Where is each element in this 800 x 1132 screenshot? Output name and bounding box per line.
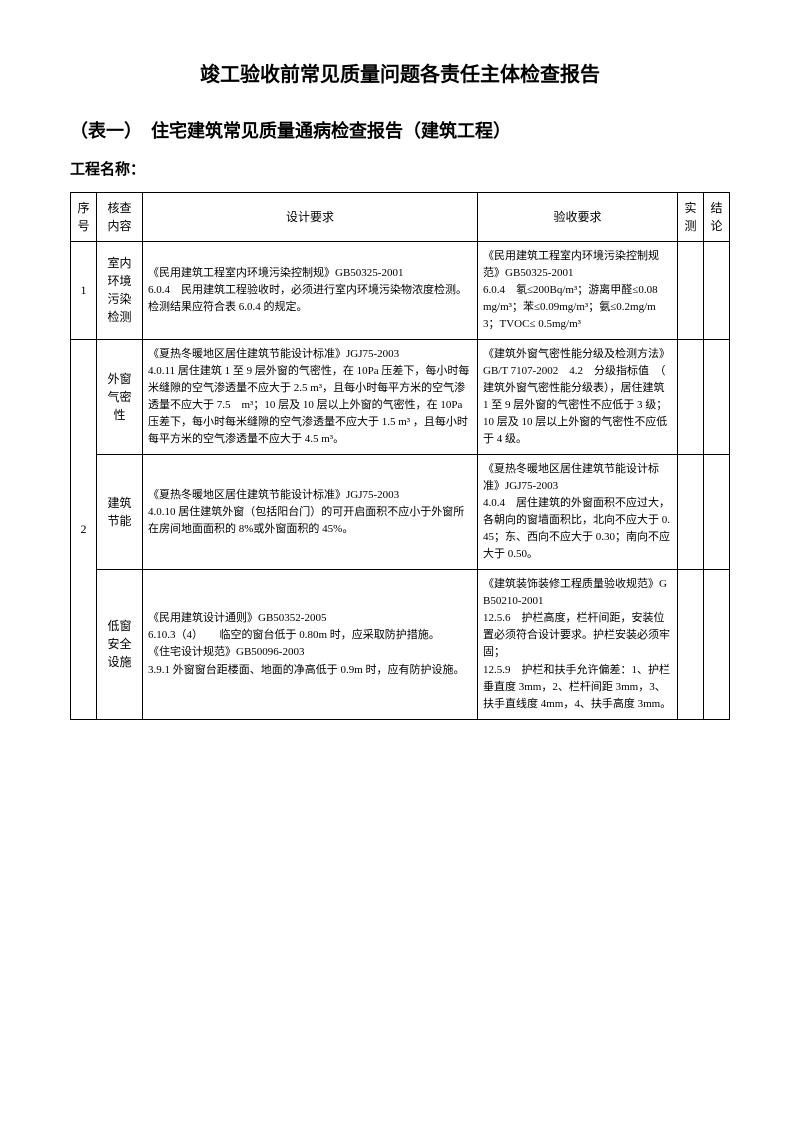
- header-measure: 实测: [678, 192, 704, 241]
- header-seq: 序号: [71, 192, 97, 241]
- cell-conclusion: [704, 455, 730, 570]
- inspection-table: 序号 核查内容 设计要求 验收要求 实测 结论 1 室内环境污染检测 《民用建筑…: [70, 192, 730, 720]
- table-row: 低窗安全设施 《民用建筑设计通则》GB50352-20056.10.3（4） 临…: [71, 570, 730, 719]
- cell-design: 《民用建筑工程室内环境污染控制规》GB50325-20016.0.4 民用建筑工…: [143, 241, 478, 339]
- cell-accept: 《夏热冬暖地区居住建筑节能设计标准》JGJ75-20034.0.4 居住建筑的外…: [478, 455, 678, 570]
- sub-title: （表一） 住宅建筑常见质量通病检查报告（建筑工程）: [70, 118, 730, 145]
- cell-conclusion: [704, 241, 730, 339]
- cell-design: 《夏热冬暖地区居住建筑节能设计标准》JGJ75-20034.0.10 居住建筑外…: [143, 455, 478, 570]
- cell-item: 建筑节能: [97, 455, 143, 570]
- header-design: 设计要求: [143, 192, 478, 241]
- cell-accept: 《建筑装饰装修工程质量验收规范》GB50210-200112.5.6 护栏高度，…: [478, 570, 678, 719]
- cell-accept: 《民用建筑工程室内环境污染控制规范》GB50325-20016.0.4 氡≤20…: [478, 241, 678, 339]
- cell-seq: 1: [71, 241, 97, 339]
- cell-measure: [678, 455, 704, 570]
- cell-item: 外窗气密性: [97, 339, 143, 454]
- cell-accept: 《建筑外窗气密性能分级及检测方法》GB/T 7107-2002 4.2 分级指标…: [478, 339, 678, 454]
- cell-conclusion: [704, 570, 730, 719]
- table-row: 建筑节能 《夏热冬暖地区居住建筑节能设计标准》JGJ75-20034.0.10 …: [71, 455, 730, 570]
- cell-design: 《夏热冬暖地区居住建筑节能设计标准》JGJ75-20034.0.11 居住建筑 …: [143, 339, 478, 454]
- header-conclusion: 结论: [704, 192, 730, 241]
- cell-measure: [678, 339, 704, 454]
- project-name-label: 工程名称：: [70, 159, 730, 182]
- main-title: 竣工验收前常见质量问题各责任主体检查报告: [70, 60, 730, 90]
- cell-design: 《民用建筑设计通则》GB50352-20056.10.3（4） 临空的窗台低于 …: [143, 570, 478, 719]
- cell-seq: 2: [71, 339, 97, 719]
- header-accept: 验收要求: [478, 192, 678, 241]
- cell-measure: [678, 241, 704, 339]
- cell-conclusion: [704, 339, 730, 454]
- cell-item: 低窗安全设施: [97, 570, 143, 719]
- cell-measure: [678, 570, 704, 719]
- table-row: 2 外窗气密性 《夏热冬暖地区居住建筑节能设计标准》JGJ75-20034.0.…: [71, 339, 730, 454]
- table-row: 1 室内环境污染检测 《民用建筑工程室内环境污染控制规》GB50325-2001…: [71, 241, 730, 339]
- header-item: 核查内容: [97, 192, 143, 241]
- cell-item: 室内环境污染检测: [97, 241, 143, 339]
